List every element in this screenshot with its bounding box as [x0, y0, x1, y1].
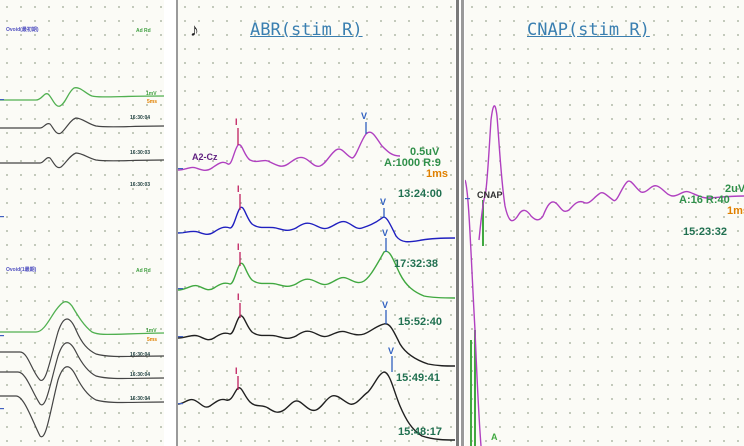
cnap-title[interactable]: CNAP(stim R) — [527, 20, 650, 40]
left-bottom-trace-gray-1 — [0, 318, 164, 381]
bottom-group-header: Ovoid(1最期) — [6, 267, 37, 273]
cnap-averaging: A:16 R:40 — [679, 194, 730, 206]
bottom-group-scale-amp: 1mV — [146, 328, 157, 334]
top-group-scale-time: 5ms — [147, 99, 158, 105]
abr-peak-V-label-2: V — [380, 197, 387, 207]
abr-peak-I-markers — [237, 128, 241, 390]
abr-trace-5-black — [178, 371, 455, 441]
top-group-time-3: 16:30:03 — [130, 182, 151, 188]
cnap-time-scale: 1ms — [727, 205, 744, 217]
left-bottom-trace-green — [0, 301, 164, 336]
abr-timestamp-4: 15:49:41 — [396, 372, 441, 384]
left-top-trace-green — [0, 87, 164, 107]
left-bottom-trace-gray-3 — [0, 366, 164, 438]
abr-waveform-panel[interactable]: ♪ ABR(stim R) — [178, 0, 455, 446]
music-note-icon[interactable]: ♪ — [190, 20, 199, 40]
bottom-group-time-1: 16:30:04 — [130, 352, 151, 358]
top-group-range: Ad Rd — [136, 28, 151, 34]
left-top-trace-gray-2 — [0, 152, 164, 169]
separator-right-b[interactable] — [461, 0, 464, 446]
abr-peak-V-label-3: V — [382, 228, 389, 238]
bottom-group-range: Ad Rd — [136, 268, 151, 274]
abr-trace-2-blue — [178, 206, 455, 243]
abr-trace-1-purple — [178, 131, 401, 171]
separator-right-a[interactable] — [456, 0, 459, 446]
abr-timestamp-5: 15:48:17 — [398, 426, 443, 438]
abr-timestamp-2: 17:32:38 — [394, 258, 439, 270]
abr-peak-I-label-2: I — [237, 184, 240, 194]
cnap-traces — [465, 105, 744, 446]
cnap-gain: 2uV — [725, 183, 744, 195]
cnap-trace-purple — [465, 105, 744, 446]
abr-timestamp-3: 15:52:40 — [398, 316, 443, 328]
bottom-group-scale-time: 5ms — [147, 337, 158, 343]
abr-peak-I-label-1: I — [235, 117, 238, 127]
abr-peak-V-markers — [365, 122, 393, 372]
abr-averaging: A:1000 R:9 — [384, 157, 441, 169]
abr-title[interactable]: ABR(stim R) — [250, 20, 363, 40]
abr-peak-V-label-1: V — [361, 111, 368, 121]
separator-left[interactable] — [176, 0, 178, 446]
cnap-timestamp: 15:23:32 — [683, 226, 728, 238]
left-traces — [0, 87, 164, 438]
cnap-waveform-panel[interactable]: CNAP(stim R) CNAP 2uV A:16 R:40 1ms 15:2… — [465, 0, 744, 446]
top-group-scale-amp: 1mV — [146, 91, 157, 97]
top-group-header: Ovoid(最初期) — [6, 27, 39, 33]
panel-gap-left — [164, 0, 178, 446]
abr-peak-I-label-3: I — [237, 242, 240, 252]
cnap-bottom-marker: A — [491, 432, 498, 442]
panel-gap-right — [455, 0, 465, 446]
bottom-group-time-2: 16:30:04 — [130, 372, 151, 378]
abr-channel-label: A2-Cz — [192, 152, 218, 162]
abr-peak-I-label-4: I — [237, 292, 240, 302]
cnap-green-segment — [470, 200, 484, 446]
abr-traces — [178, 122, 455, 441]
abr-trace-4-black — [178, 315, 455, 367]
cnap-trace-label: CNAP — [477, 190, 503, 200]
abr-gain: 0.5uV — [410, 146, 440, 158]
abr-timestamp-1: 13:24:00 — [398, 188, 443, 200]
left-bottom-trace-gray-2 — [0, 342, 164, 406]
abr-peak-I-label-5: I — [235, 366, 238, 376]
abr-time-scale: 1ms — [426, 168, 449, 180]
top-group-time-1: 16:30:04 — [130, 115, 151, 121]
abr-peak-V-label-5: V — [388, 346, 395, 356]
abr-trace-3-green — [178, 250, 455, 299]
abr-peak-V-label-4: V — [382, 300, 389, 310]
left-top-trace-gray-1 — [0, 117, 164, 135]
left-waveform-panel[interactable]: Ovoid(最初期) Ad Rd 1mV 5ms 16:30:04 16:30:… — [0, 0, 164, 446]
top-group-time-2: 16:30:03 — [130, 150, 151, 156]
bottom-group-time-3: 16:30:04 — [130, 396, 151, 402]
